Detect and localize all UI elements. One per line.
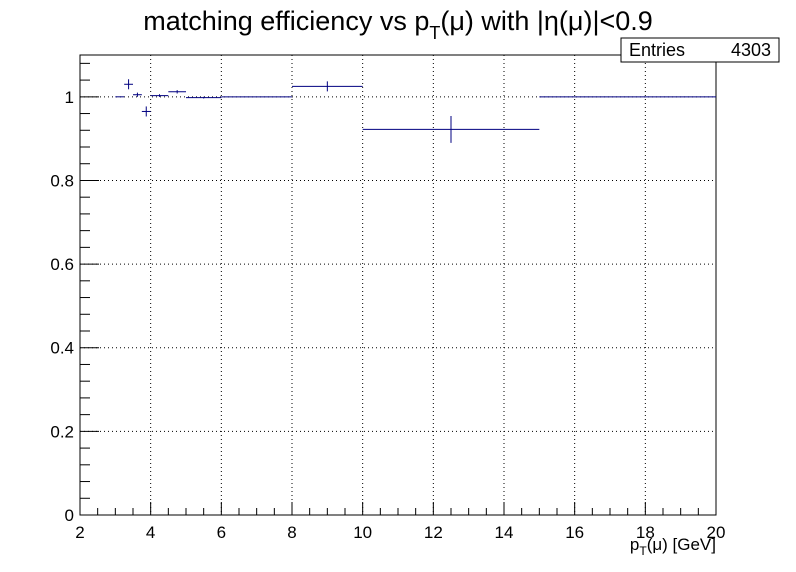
x-axis-label-main: p [630, 535, 639, 554]
x-tick-label-1: 4 [146, 523, 155, 542]
x-tick-label-7: 16 [565, 523, 584, 542]
data-points [115, 79, 716, 143]
grid-lines [80, 55, 716, 515]
x-tick-label-4: 10 [353, 523, 372, 542]
chart-title-subscript: T [429, 23, 440, 43]
x-tick-label-9: 20 [707, 523, 726, 542]
stats-box: Entries 4303 [620, 37, 780, 63]
stats-box-frame [620, 37, 780, 63]
x-tick-label-2: 6 [217, 523, 226, 542]
plot-frame [79, 54, 717, 516]
x-tick-label-0: 2 [75, 523, 84, 542]
chart-title-main: matching efficiency vs p [143, 6, 429, 36]
axis-ticks [79, 62, 717, 516]
stats-entries-label: Entries [629, 40, 685, 60]
y-tick-label-2: 0.4 [50, 339, 74, 358]
y-tick-labels: 0 0.2 0.4 0.6 0.8 1 [50, 88, 74, 525]
x-tick-labels: 2 4 6 8 10 12 14 16 18 20 [75, 523, 725, 542]
x-axis-label-subscript: T [639, 544, 647, 558]
stats-entries-value: 4303 [731, 40, 771, 60]
x-axis-label: pT(μ) [GeV] [630, 535, 716, 558]
x-axis-label-rest: (μ) [GeV] [647, 535, 716, 554]
y-tick-label-0: 0 [65, 506, 74, 525]
chart-title-rest: (μ) with |η(μ)|<0.9 [440, 6, 652, 36]
y-tick-label-3: 0.6 [50, 255, 74, 274]
y-tick-label-1: 0.2 [50, 422, 74, 441]
x-tick-label-8: 18 [636, 523, 655, 542]
y-tick-label-4: 0.8 [50, 171, 74, 190]
x-tick-label-3: 8 [287, 523, 296, 542]
chart-title: matching efficiency vs pT(μ) with |η(μ)|… [143, 6, 653, 43]
x-tick-label-6: 14 [495, 523, 514, 542]
x-tick-label-5: 12 [424, 523, 443, 542]
y-tick-label-5: 1 [65, 88, 74, 107]
